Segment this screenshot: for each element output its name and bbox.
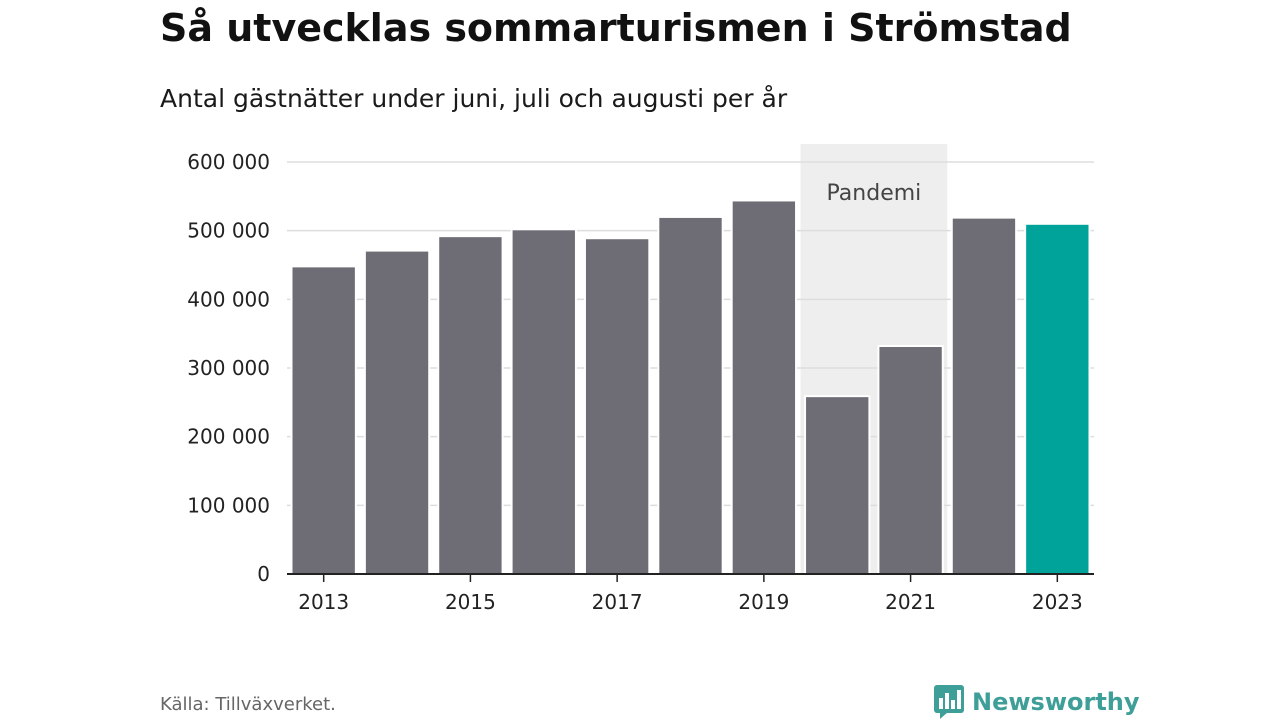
- bar-2014: [363, 249, 431, 576]
- bar-2017: [583, 237, 651, 575]
- x-tick-label-4: 2021: [885, 590, 936, 614]
- source-note: Källa: Tillväxverket.: [160, 694, 336, 715]
- y-tick-label-6: 600 000: [187, 150, 270, 174]
- y-tick-label-2: 200 000: [187, 425, 270, 449]
- chart-subtitle: Antal gästnätter under juni, juli och au…: [160, 84, 788, 113]
- x-tick-label-0: 2013: [298, 590, 349, 614]
- bar-2019: [730, 199, 798, 575]
- y-tick-label-4: 400 000: [187, 287, 270, 311]
- brand-name: Newsworthy: [972, 688, 1140, 716]
- bars: [290, 199, 1091, 576]
- bar-2016: [510, 228, 577, 575]
- chart-title: Så utvecklas sommarturismen i Strömstad: [160, 6, 1072, 50]
- bar-2023: [1024, 222, 1091, 576]
- bar-2018: [657, 215, 724, 576]
- newsworthy-logo-icon: [934, 685, 964, 719]
- y-tick-label-5: 500 000: [187, 219, 270, 243]
- x-tick-label-3: 2019: [738, 590, 789, 614]
- y-tick-label-3: 300 000: [187, 356, 270, 380]
- bar-2020: [804, 395, 871, 575]
- y-tick-label-0: 0: [257, 562, 270, 586]
- x-tick-label-5: 2023: [1032, 590, 1083, 614]
- bar-2015: [437, 235, 504, 575]
- x-tick-label-2: 2017: [592, 590, 643, 614]
- bar-chart: Pandemi 0 100 000 200 000 300 000 400 000 500…: [187, 144, 1094, 614]
- y-tick-label-1: 100 000: [187, 493, 270, 517]
- brand-logo[interactable]: Newsworthy: [934, 684, 1140, 720]
- bar-2021: [877, 345, 944, 575]
- x-tick-label-1: 2015: [445, 590, 496, 614]
- bar-2013: [290, 265, 357, 575]
- axes: 0 100 000 200 000 300 000 400 000 500 000 600 …: [187, 150, 1094, 614]
- bar-2022: [950, 216, 1018, 575]
- annotation-label-0: Pandemi: [827, 181, 922, 206]
